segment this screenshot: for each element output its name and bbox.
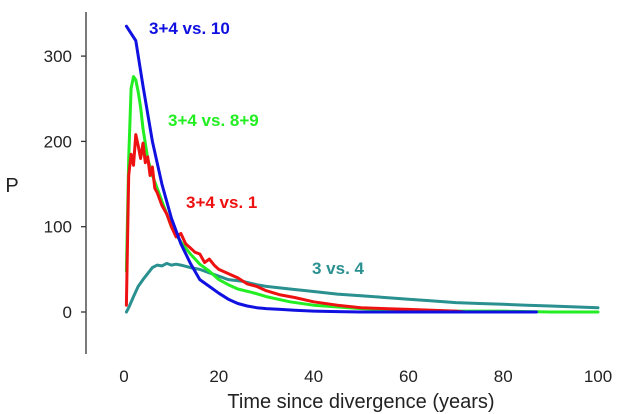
series-line-3	[124, 261, 600, 314]
series-lines	[124, 24, 600, 314]
axes: 0 100 200 300 0 20 40 60 80 100	[44, 12, 612, 386]
x-tick-label: 0	[119, 367, 128, 386]
y-tick-label: 300	[44, 47, 72, 66]
x-tick-label: 60	[399, 367, 418, 386]
series-label-1: 3+4 vs. 8+9	[168, 111, 259, 130]
y-tick-label: 200	[44, 132, 72, 151]
series-label-2: 3+4 vs. 1	[186, 193, 257, 212]
y-tick-label: 100	[44, 218, 72, 237]
x-tick-label: 40	[304, 367, 323, 386]
series-line-0	[124, 24, 538, 314]
y-axis-title: P	[5, 175, 18, 197]
series-label-3: 3 vs. 4	[312, 259, 365, 278]
y-tick-label: 0	[63, 303, 72, 322]
x-axis-title: Time since divergence (years)	[227, 391, 494, 413]
x-tick-label: 100	[584, 367, 612, 386]
series-labels: 3+4 vs. 10 3+4 vs. 8+9 3+4 vs. 1 3 vs. 4	[149, 19, 365, 278]
series-label-0: 3+4 vs. 10	[149, 19, 230, 38]
x-tick-label: 20	[209, 367, 228, 386]
series-line-2	[124, 133, 467, 314]
x-tick-label: 80	[494, 367, 513, 386]
